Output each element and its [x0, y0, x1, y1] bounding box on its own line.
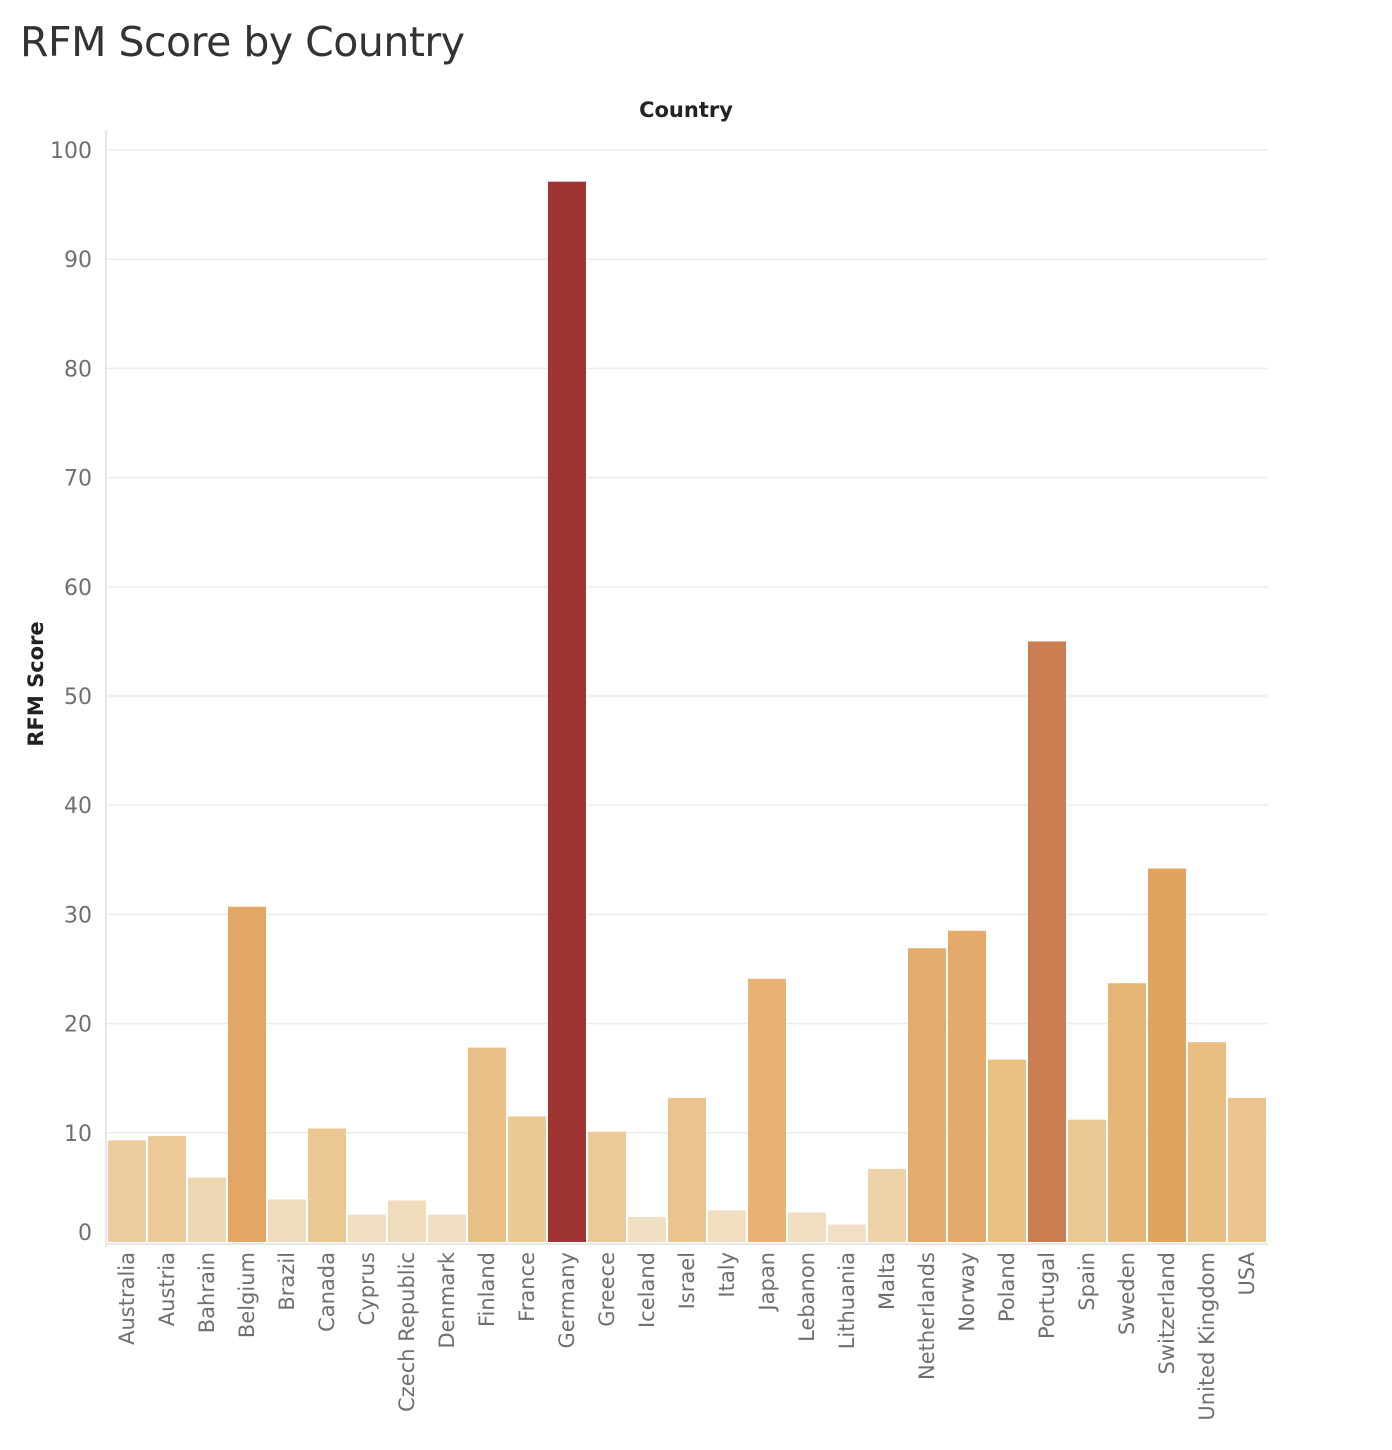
bar [708, 1210, 746, 1242]
x-tick-label: Norway [955, 1252, 979, 1332]
bar [1228, 1097, 1266, 1242]
bar [668, 1097, 706, 1242]
x-tick-label: Greece [595, 1252, 619, 1327]
x-tick-label: USA [1235, 1251, 1259, 1295]
bar [828, 1224, 866, 1242]
x-tick-label: Australia [115, 1252, 139, 1345]
y-tick-label: 30 [64, 903, 92, 928]
bar [1028, 641, 1066, 1242]
y-axis-title: RFM Score [24, 621, 48, 746]
bar [788, 1212, 826, 1242]
y-tick-label: 10 [64, 1122, 92, 1147]
y-tick-label: 80 [64, 357, 92, 382]
y-tick-label: 70 [64, 467, 92, 492]
x-tick-label: Iceland [635, 1252, 659, 1328]
bar [268, 1199, 306, 1242]
x-tick-label: United Kingdom [1195, 1252, 1219, 1421]
x-tick-label: Belgium [235, 1252, 259, 1338]
x-tick-label: Bahrain [195, 1252, 219, 1333]
x-tick-label: Switzerland [1155, 1252, 1179, 1375]
bar [588, 1131, 626, 1242]
bar [188, 1177, 226, 1242]
x-tick-label: Poland [995, 1252, 1019, 1322]
x-tick-label: Austria [155, 1252, 179, 1326]
y-tick-label: 0 [78, 1221, 92, 1246]
chart-title: RFM Score by Country [20, 18, 465, 66]
x-tick-label: Lebanon [795, 1252, 819, 1342]
y-tick-label: 20 [64, 1013, 92, 1038]
x-tick-label: Italy [715, 1252, 739, 1298]
y-tick-label: 40 [64, 794, 92, 819]
y-tick-label: 50 [64, 685, 92, 710]
bar [148, 1136, 186, 1242]
x-tick-label: Germany [555, 1252, 579, 1349]
x-tick-label: Denmark [435, 1251, 459, 1348]
x-tick-label: Netherlands [915, 1252, 939, 1380]
x-tick-label: Cyprus [355, 1252, 379, 1325]
y-axis-ticks: 0 10 20 30 40 50 60 70 80 90 100 [50, 139, 92, 1246]
y-tick-label: 90 [64, 248, 92, 273]
bar [1108, 983, 1146, 1242]
x-tick-label: Sweden [1115, 1252, 1139, 1335]
bar [548, 181, 586, 1243]
x-tick-label: Lithuania [835, 1252, 859, 1349]
bars [108, 181, 1266, 1243]
x-axis-title: Country [639, 98, 733, 122]
bar [748, 978, 786, 1242]
x-tick-label: Portugal [1035, 1252, 1059, 1339]
x-tick-label: Finland [475, 1252, 499, 1327]
bar [628, 1216, 666, 1242]
bar [108, 1140, 146, 1242]
bar [348, 1214, 386, 1242]
bar [308, 1128, 346, 1242]
bar [868, 1168, 906, 1242]
bar [508, 1116, 546, 1242]
y-tick-label: 100 [50, 139, 92, 164]
x-tick-label: Israel [675, 1252, 699, 1309]
gridlines [106, 149, 1268, 1134]
bar [988, 1059, 1026, 1242]
x-axis-ticks: Australia Austria Bahrain Belgium Brazil Cana… [115, 1251, 1259, 1420]
x-tick-label: Brazil [275, 1252, 299, 1311]
x-tick-label: Canada [315, 1252, 339, 1332]
bar [908, 948, 946, 1242]
bar [1148, 868, 1186, 1242]
y-tick-label: 60 [64, 576, 92, 601]
bar [468, 1047, 506, 1242]
bar [428, 1214, 466, 1242]
x-tick-label: Malta [875, 1252, 899, 1310]
x-tick-label: Spain [1075, 1252, 1099, 1311]
bar [1188, 1042, 1226, 1242]
x-tick-label: Japan [755, 1252, 779, 1313]
x-tick-label: France [515, 1252, 539, 1322]
x-tick-label: Czech Republic [395, 1252, 419, 1412]
bar [1068, 1119, 1106, 1242]
bar [388, 1200, 426, 1242]
bar [948, 930, 986, 1242]
bar [228, 906, 266, 1242]
